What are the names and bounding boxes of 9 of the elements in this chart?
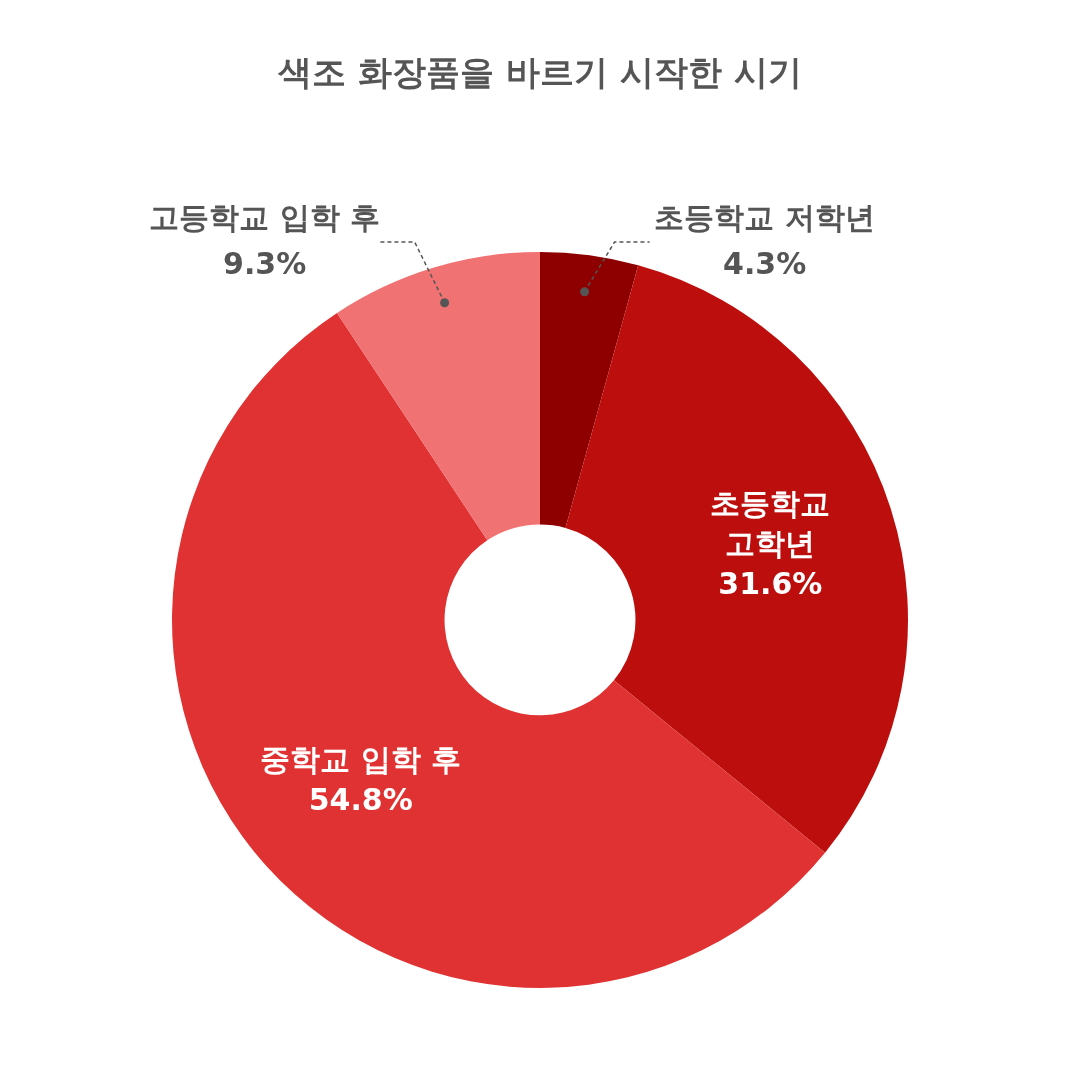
slice-label: 고등학교 입학 후 [149, 199, 381, 235]
data-label: 54.8% [308, 781, 413, 817]
chart-title: 색조 화장품을 바르기 시작한 시기 [277, 52, 802, 93]
data-label: 4.3% [723, 245, 807, 281]
data-label: 31.6% [718, 566, 823, 602]
slice-label: 초등학교 저학년 [654, 199, 875, 235]
slice-label: 초등학교 고학년 [710, 486, 831, 562]
slice-label: 중학교 입학 후 [260, 741, 462, 777]
data-label: 9.3% [223, 245, 307, 281]
